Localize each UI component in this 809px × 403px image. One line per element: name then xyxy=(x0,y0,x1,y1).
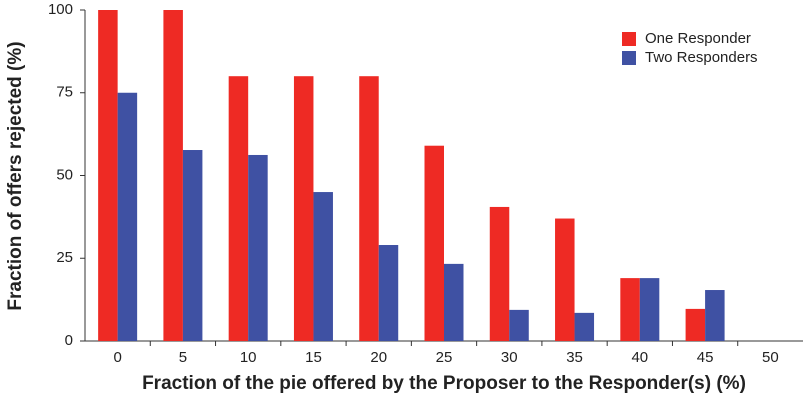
bar xyxy=(98,10,118,341)
x-tick-label: 35 xyxy=(566,349,583,366)
bar xyxy=(639,278,660,341)
bar xyxy=(574,312,595,341)
bar xyxy=(248,154,268,341)
bar xyxy=(509,309,529,341)
y-tick-label: 50 xyxy=(56,166,73,183)
x-tick-label: 45 xyxy=(697,349,714,366)
bar xyxy=(685,308,706,341)
bar xyxy=(620,278,640,341)
x-tick-label: 50 xyxy=(762,349,779,366)
x-tick-label: 40 xyxy=(631,349,648,366)
legend-label: One Responder xyxy=(645,30,751,47)
y-tick-label: 75 xyxy=(56,84,73,101)
bar xyxy=(444,263,464,341)
bar xyxy=(705,290,725,341)
legend-swatch xyxy=(622,51,636,65)
y-axis-title: Fraction of offers rejected (%) xyxy=(5,41,26,310)
x-tick-label: 20 xyxy=(370,349,387,366)
bar xyxy=(163,10,183,341)
y-tick-label: 100 xyxy=(48,1,73,18)
legend-swatch xyxy=(622,32,636,46)
y-tick-label: 0 xyxy=(65,332,73,349)
bar xyxy=(359,76,379,341)
bar xyxy=(378,245,399,341)
bar xyxy=(555,218,575,341)
bar xyxy=(489,206,510,341)
x-axis-title: Fraction of the pie offered by the Propo… xyxy=(142,373,746,394)
bar xyxy=(293,76,314,341)
y-tick-label: 25 xyxy=(56,249,73,266)
x-tick-label: 25 xyxy=(436,349,453,366)
x-tick-label: 5 xyxy=(179,349,187,366)
bar xyxy=(313,192,333,341)
bar xyxy=(424,145,444,341)
legend-label: Two Responders xyxy=(645,49,758,66)
x-tick-label: 10 xyxy=(240,349,257,366)
x-tick-label: 15 xyxy=(305,349,322,366)
x-tick-label: 0 xyxy=(113,349,121,366)
bar xyxy=(228,76,249,341)
bar xyxy=(117,92,138,341)
bar xyxy=(182,150,203,341)
x-tick-label: 30 xyxy=(501,349,518,366)
